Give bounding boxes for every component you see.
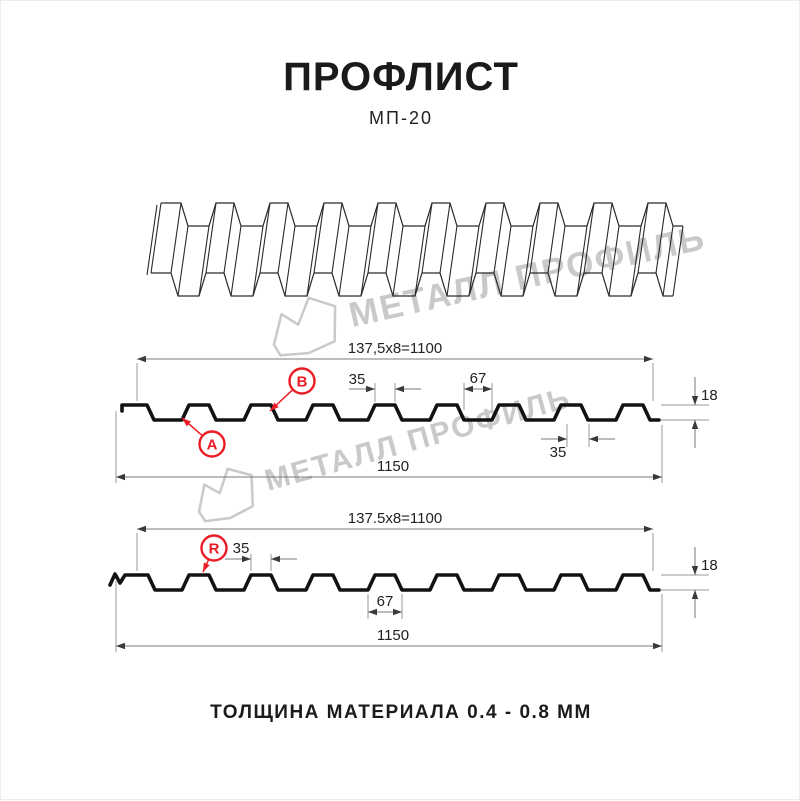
section-profile-ab: 137,5x8=1100 35 67 18 35 1150 A B bbox=[115, 340, 718, 483]
dimension-label: 67 bbox=[377, 593, 394, 610]
profile-outline bbox=[120, 403, 661, 422]
callout-r: R bbox=[200, 534, 228, 573]
dimension-label: 18 bbox=[701, 387, 718, 404]
dimension-label: 35 bbox=[550, 444, 567, 461]
dimension-label: 1150 bbox=[377, 627, 409, 644]
page-title: ПРОФЛИСТ bbox=[283, 55, 519, 99]
dim-profile-height: 18 bbox=[661, 547, 718, 618]
dim-profile-height: 18 bbox=[661, 377, 718, 448]
profile-outline bbox=[108, 572, 661, 592]
callout-b-letter: B bbox=[297, 374, 308, 391]
section-profile-r: 137.5x8=1100 35 67 18 1150 R bbox=[108, 510, 718, 652]
dimension-label: 35 bbox=[349, 371, 366, 388]
watermark-metall-profil: МЕТАЛЛ ПРОФИЛЬ bbox=[263, 209, 709, 357]
sheet-3d-view bbox=[146, 202, 684, 297]
dimension-label: 67 bbox=[470, 370, 487, 387]
dimension-label: 35 bbox=[233, 540, 250, 557]
dimension-label: 18 bbox=[701, 557, 718, 574]
dimension-label: 1150 bbox=[377, 458, 409, 475]
metall-profil-logo-icon bbox=[197, 467, 255, 523]
dim-overall-width: 1150 bbox=[115, 581, 663, 652]
dimension-label: 137.5x8=1100 bbox=[348, 510, 442, 527]
dim-overall-width: 1150 bbox=[115, 411, 663, 483]
dim-coverage-top: 137.5x8=1100 bbox=[136, 510, 654, 571]
material-thickness-note: ТОЛЩИНА МАТЕРИАЛА 0.4 - 0.8 ММ bbox=[210, 702, 592, 723]
dim-rib-top-width: 35 bbox=[225, 540, 297, 571]
watermark-metall-profil: МЕТАЛЛ ПРОФИЛЬ bbox=[188, 374, 575, 523]
dim-rib-bottom-width: 35 bbox=[541, 424, 615, 461]
callout-a: A bbox=[181, 417, 226, 458]
dim-coverage-top: 137,5x8=1100 bbox=[136, 340, 654, 401]
callout-b: B bbox=[269, 367, 316, 412]
dim-rib-top-width: 35 bbox=[349, 371, 421, 402]
callout-r-letter: R bbox=[209, 541, 220, 558]
dim-valley-width: 67 bbox=[367, 593, 403, 619]
model-subtitle: МП-20 bbox=[369, 108, 433, 128]
callout-a-letter: A bbox=[207, 437, 218, 454]
header: ПРОФЛИСТ МП-20 bbox=[1, 55, 800, 129]
metall-profil-logo-icon bbox=[272, 296, 337, 357]
dimension-label: 137,5x8=1100 bbox=[348, 340, 442, 357]
dim-valley-width: 67 bbox=[463, 370, 493, 410]
